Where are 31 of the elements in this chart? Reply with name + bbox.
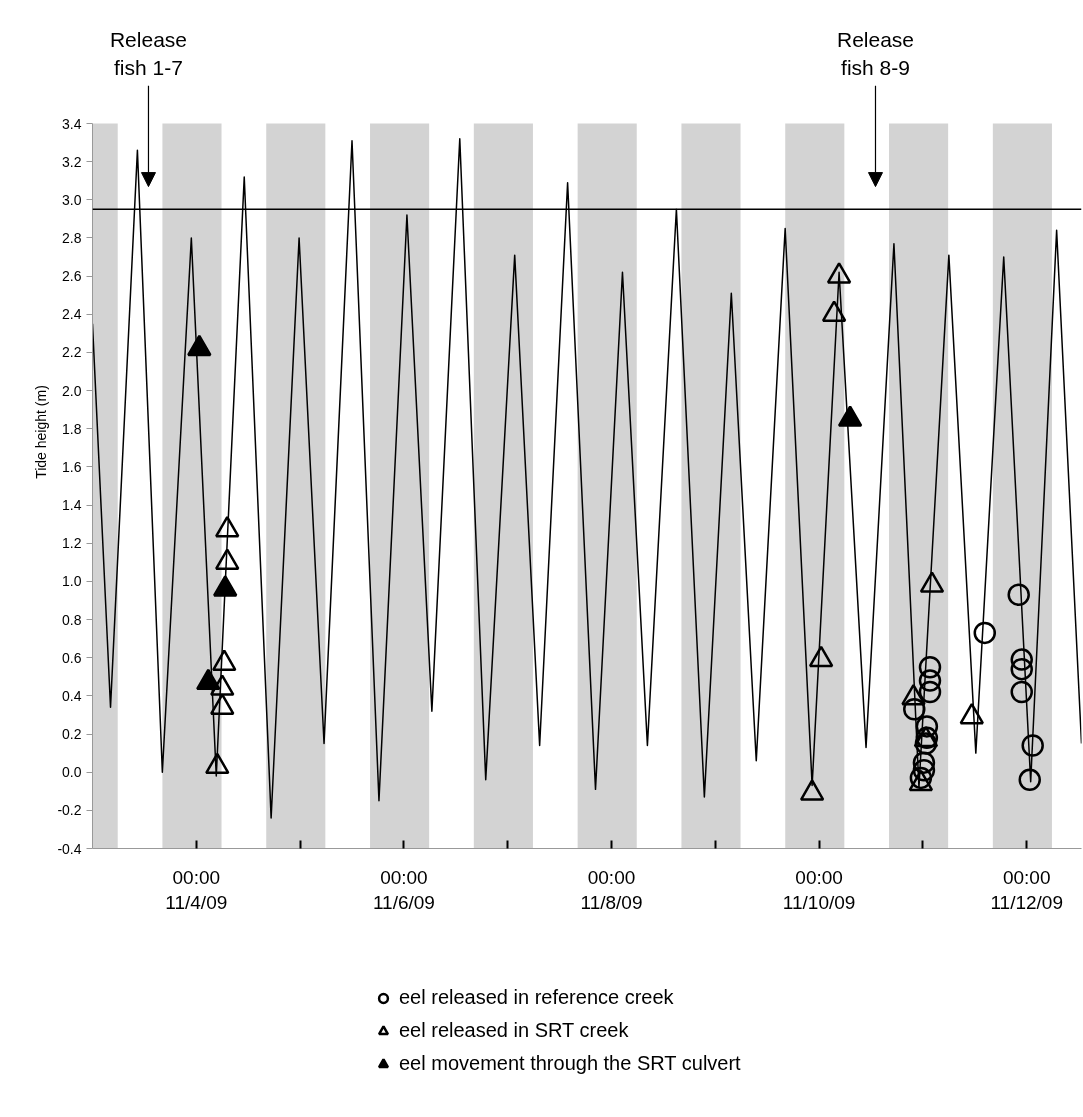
y-tick-label: 2.6 xyxy=(62,268,82,285)
y-tick-label: 1.4 xyxy=(62,497,82,514)
y-axis-title: Tide height (m) xyxy=(33,385,50,479)
legend-label: eel released in SRT creek xyxy=(399,1019,629,1042)
y-tick-label: 0.2 xyxy=(62,726,82,743)
y-tick-label: -0.2 xyxy=(57,802,82,819)
y-tick-label: 3.0 xyxy=(62,191,82,208)
legend-label: eel movement through the SRT culvert xyxy=(399,1052,741,1075)
x-tick-label: 00:00 11/4/09 xyxy=(165,866,228,913)
text: Release fish 8-9 xyxy=(836,27,915,79)
x-tick-label: 00:00 11/12/09 xyxy=(990,866,1063,913)
x-tick-label: 00:00 11/8/09 xyxy=(580,866,643,913)
x-tick-label: 00:00 11/10/09 xyxy=(782,866,856,913)
text: Release fish 1-7 xyxy=(109,27,188,79)
y-tick-label: 3.4 xyxy=(62,115,82,132)
legend-label: eel released in reference creek xyxy=(399,986,674,1009)
x-tick-label: 00:00 11/6/09 xyxy=(372,866,435,913)
y-tick-label: 1.2 xyxy=(62,535,82,552)
y-tick-label: 0.6 xyxy=(62,649,82,666)
y-tick-label: -0.4 xyxy=(57,840,82,857)
y-tick-label: 1.6 xyxy=(62,458,82,475)
y-tick-label: 2.8 xyxy=(62,229,82,246)
y-tick-label: 0.0 xyxy=(62,764,82,781)
y-tick-label: 0.4 xyxy=(62,687,82,704)
y-tick-label: 2.4 xyxy=(62,306,82,323)
y-tick-label: 3.2 xyxy=(62,153,82,170)
y-tick-label: 2.0 xyxy=(62,382,82,399)
y-tick-label: 0.8 xyxy=(62,611,82,628)
y-tick-label: 1.8 xyxy=(62,420,82,437)
y-tick-label: 2.2 xyxy=(62,344,82,361)
y-tick-label: 1.0 xyxy=(62,573,82,590)
